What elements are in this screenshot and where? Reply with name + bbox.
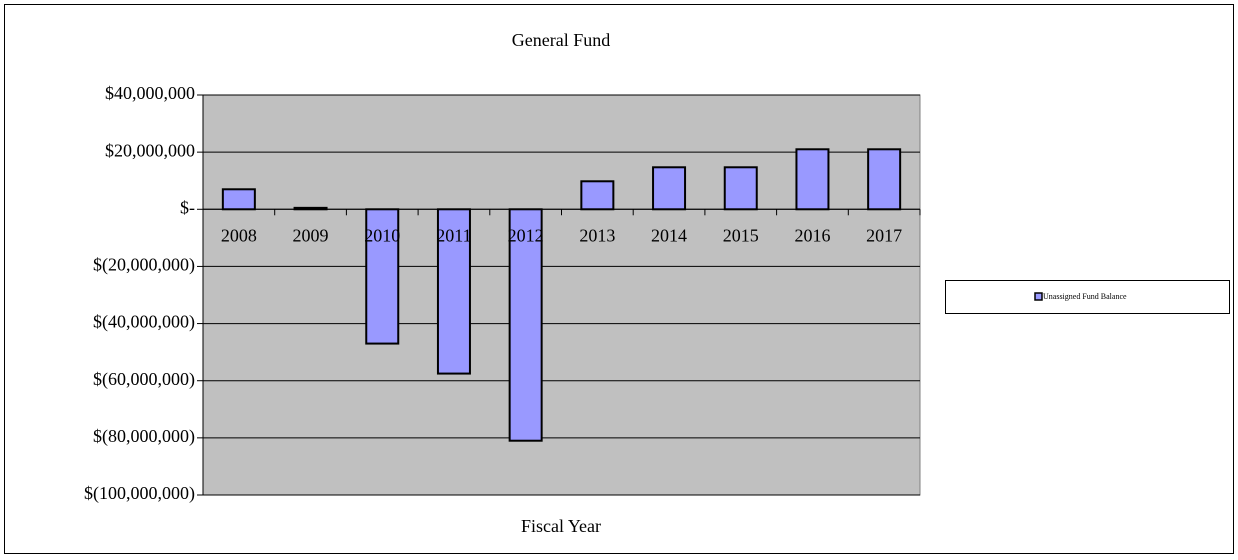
bar — [795, 148, 830, 211]
x-axis-title: Fiscal Year — [521, 516, 601, 536]
x-tick-label: 2017 — [866, 225, 902, 245]
x-tick-label: 2016 — [794, 225, 830, 245]
bar — [508, 208, 543, 442]
y-tick-label: $(80,000,000) — [93, 426, 195, 447]
bar — [723, 166, 758, 211]
bar — [652, 166, 687, 211]
y-tick-label: $(100,000,000) — [84, 483, 195, 504]
x-tick-label: 2012 — [508, 225, 544, 245]
y-tick-label: $40,000,000 — [105, 83, 195, 103]
x-tick-label: 2013 — [579, 225, 615, 245]
bar — [436, 208, 471, 375]
legend-box — [945, 280, 1230, 314]
chart-title: General Fund — [512, 30, 610, 50]
x-tick-label: 2014 — [651, 225, 687, 245]
bar — [867, 148, 902, 211]
x-tick-label: 2009 — [293, 225, 329, 245]
x-tick-label: 2015 — [723, 225, 759, 245]
y-tick-label: $20,000,000 — [105, 140, 195, 160]
bar — [365, 208, 400, 345]
y-tick-label: $(60,000,000) — [93, 369, 195, 390]
legend-swatch — [1034, 292, 1043, 301]
x-tick-label: 2008 — [221, 225, 257, 245]
y-tick-label: $(40,000,000) — [93, 312, 195, 333]
bar — [580, 180, 615, 211]
x-tick-label: 2011 — [436, 225, 471, 245]
x-tick-label: 2010 — [364, 225, 400, 245]
y-tick-label: $(20,000,000) — [93, 255, 195, 276]
bar — [221, 188, 256, 211]
y-tick-label: $- — [180, 197, 195, 217]
legend-label: Unassigned Fund Balance — [1043, 292, 1127, 301]
